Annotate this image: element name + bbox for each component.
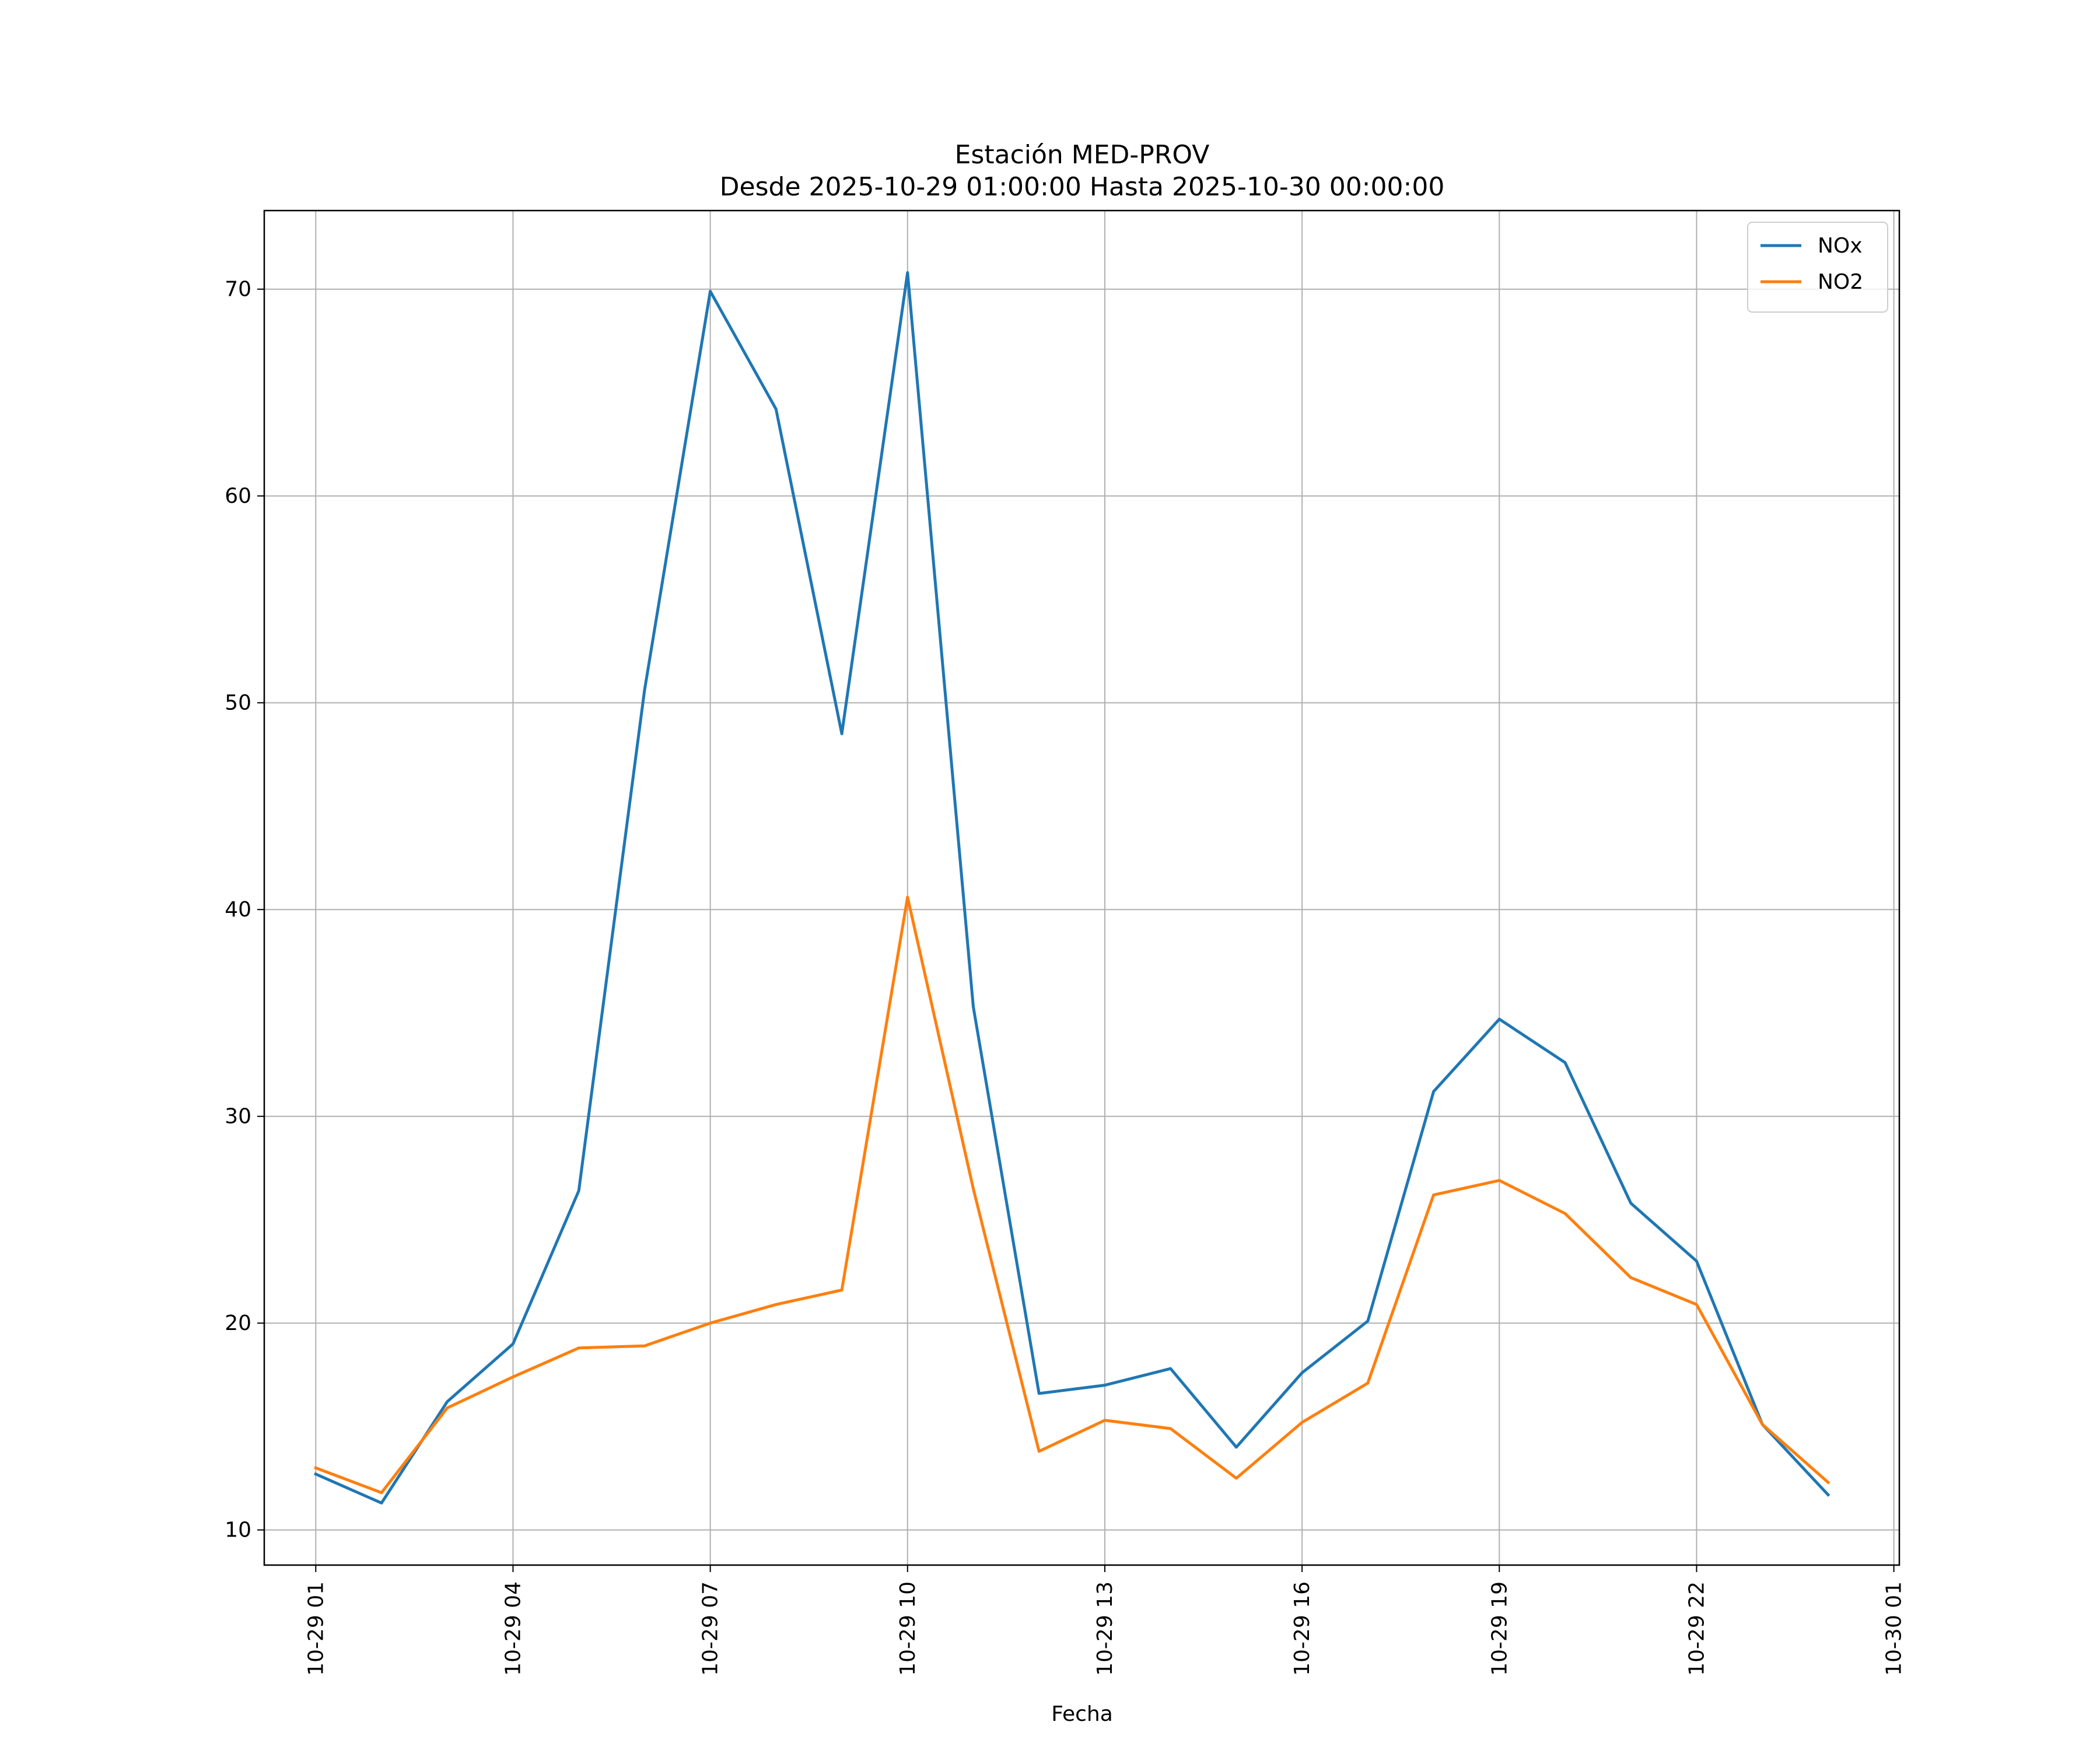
x-tick-label: 10-29 16 [1290,1581,1314,1676]
legend: NOx NO2 [1747,222,1888,313]
x-tick-label: 10-30 01 [1882,1581,1906,1676]
y-tick-label: 60 [225,484,251,508]
y-tick-label: 30 [225,1105,251,1129]
series-lines [314,271,1831,1505]
chart-subtitle: Desde 2025-10-29 01:00:00 Hasta 2025-10-… [720,172,1445,202]
plot-frame [263,209,1901,1566]
x-tick-label: 10-29 13 [1093,1581,1117,1676]
series-line-no2 [314,895,1831,1494]
x-tick-label: 10-29 07 [699,1581,723,1676]
legend-label-nox: NOx [1818,234,1863,258]
x-tick-label: 10-29 04 [501,1581,525,1676]
x-tick-label: 10-29 19 [1488,1581,1511,1676]
y-tick-label: 50 [225,691,251,715]
x-axis-label: Fecha [1051,1702,1113,1726]
y-tick-label: 40 [225,898,251,922]
x-axis: 10-29 01 10-29 04 10-29 07 10-29 10 10-29 13… [304,1565,1906,1676]
y-tick-label: 10 [225,1518,251,1542]
legend-label-no2: NO2 [1818,270,1863,294]
x-tick-label: 10-29 10 [896,1581,920,1676]
y-axis: 10 20 30 40 50 60 70 [225,278,264,1542]
y-tick-label: 20 [225,1311,251,1335]
y-tick-label: 70 [225,278,251,302]
grid [264,211,1899,1565]
chart-title: Estación MED-PROV [955,140,1210,170]
series-line-nox [314,271,1831,1505]
x-tick-label: 10-29 01 [304,1581,328,1676]
x-tick-label: 10-29 22 [1685,1581,1709,1676]
